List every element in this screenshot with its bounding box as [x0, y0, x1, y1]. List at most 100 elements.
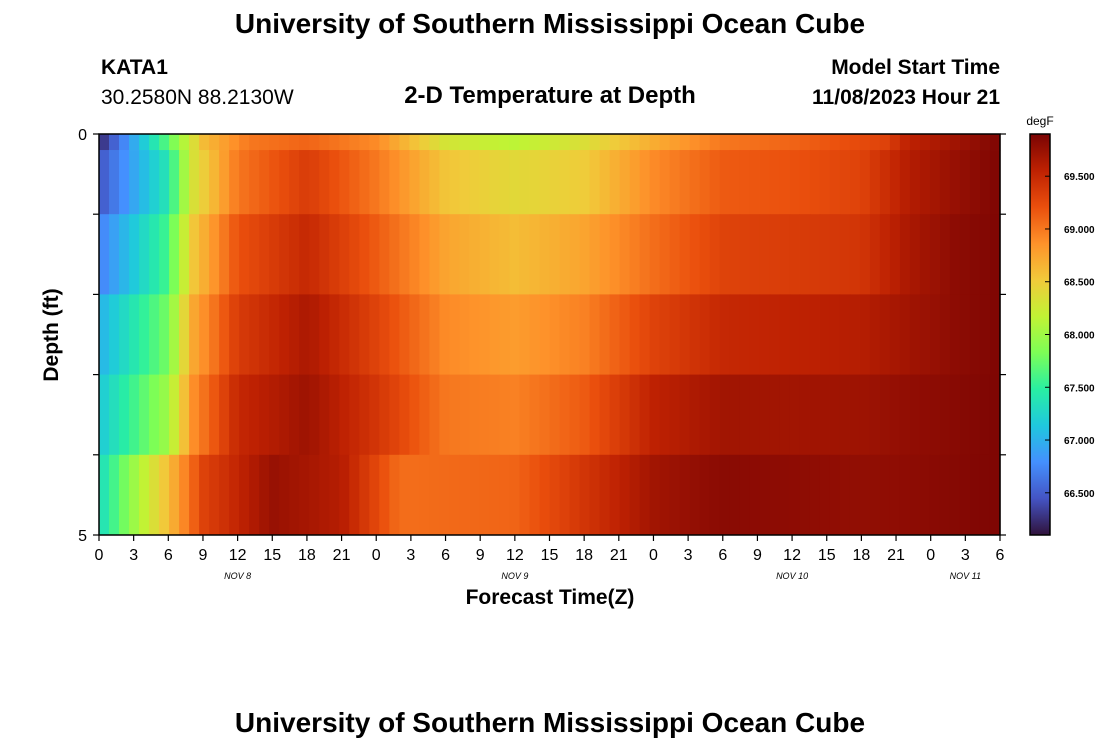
heatmap-cell — [729, 294, 741, 375]
heatmap-cell — [149, 134, 160, 151]
heatmap-cell — [319, 134, 330, 151]
heatmap-cell — [979, 454, 991, 536]
heatmap-cell — [219, 374, 230, 456]
heatmap-cell — [499, 214, 511, 295]
x-tick-label: 12 — [506, 547, 524, 564]
heatmap-cell — [609, 374, 621, 456]
heatmap-cell — [359, 150, 370, 215]
heatmap-cell — [229, 150, 240, 215]
heatmap-cell — [359, 374, 370, 456]
heatmap-cell — [769, 294, 781, 375]
heatmap-cell — [529, 214, 541, 295]
heatmap-cell — [469, 214, 481, 295]
x-tick-label: 6 — [164, 547, 173, 564]
heatmap-cell — [369, 214, 380, 295]
heatmap-cell — [229, 214, 240, 295]
heatmap-cell — [319, 214, 330, 295]
x-tick-label: 15 — [263, 547, 281, 564]
heatmap-cell — [239, 294, 250, 375]
heatmap-cell — [709, 374, 721, 456]
heatmap-cell — [479, 294, 491, 375]
heatmap-cell — [629, 294, 641, 375]
heatmap-cell — [679, 294, 691, 375]
heatmap-cell — [119, 214, 130, 295]
heatmap-cell — [369, 150, 380, 215]
heatmap-cell — [739, 214, 751, 295]
heatmap-cell — [339, 214, 350, 295]
heatmap-cell — [199, 150, 210, 215]
heatmap-cell — [979, 150, 991, 215]
heatmap-cell — [319, 294, 330, 375]
heatmap-cell — [879, 214, 891, 295]
heatmap-cell — [889, 150, 901, 215]
heatmap-cell — [569, 454, 581, 536]
heatmap-cell — [649, 374, 661, 456]
heatmap-cell — [619, 374, 631, 456]
heatmap-cell — [909, 374, 921, 456]
heatmap-cell — [739, 134, 751, 151]
heatmap-cell — [799, 294, 811, 375]
heatmap-cell — [409, 454, 420, 536]
heatmap-cell — [749, 134, 761, 151]
heatmap-cell — [589, 214, 601, 295]
heatmap-cell — [299, 374, 310, 456]
heatmap-cell — [179, 294, 190, 375]
heatmap-cell — [959, 134, 971, 151]
heatmap-cell — [809, 150, 821, 215]
heatmap-cell — [569, 150, 581, 215]
heatmap-cell — [709, 150, 721, 215]
heatmap-cell — [399, 134, 410, 151]
heatmap-cell — [299, 454, 310, 536]
heatmap-cell — [559, 134, 571, 151]
heatmap-cell — [249, 454, 260, 536]
colorbar-tick-label: 66.500 — [1064, 489, 1095, 500]
heatmap-cell — [129, 214, 140, 295]
heatmap-cell — [569, 294, 581, 375]
heatmap-cell — [739, 374, 751, 456]
heatmap-cell — [879, 150, 891, 215]
heatmap-cell — [339, 374, 350, 456]
heatmap-cell — [509, 374, 521, 456]
heatmap-cell — [819, 150, 831, 215]
heatmap-cell — [119, 294, 130, 375]
heatmap-cell — [739, 454, 751, 536]
heatmap-cell — [109, 134, 120, 151]
heatmap-cell — [789, 214, 801, 295]
x-tick-label: 18 — [298, 547, 316, 564]
heatmap-cell — [369, 134, 380, 151]
heatmap-cell — [939, 454, 951, 536]
heatmap-cell — [149, 214, 160, 295]
heatmap-cell — [969, 454, 981, 536]
heatmap-cell — [979, 294, 991, 375]
heatmap-cell — [759, 294, 771, 375]
heatmap-cell — [619, 134, 631, 151]
heatmap-cell — [179, 214, 190, 295]
heatmap-cell — [329, 454, 340, 536]
heatmap-cell — [859, 134, 871, 151]
heatmap-cell — [349, 454, 360, 536]
heatmap-cell — [529, 150, 541, 215]
heatmap-cell — [389, 214, 400, 295]
heatmap-cell — [299, 294, 310, 375]
heatmap-cell — [749, 150, 761, 215]
heatmap-cell — [879, 134, 891, 151]
heatmap-cell — [699, 134, 711, 151]
heatmap-cell — [269, 374, 280, 456]
heatmap-cell — [399, 374, 410, 456]
x-tick-label: 9 — [199, 547, 208, 564]
heatmap-cell — [559, 150, 571, 215]
x-axis-label: Forecast Time(Z) — [466, 586, 635, 609]
heatmap-cell — [719, 134, 731, 151]
heatmap-cell — [429, 294, 440, 375]
heatmap-cell — [639, 374, 651, 456]
heatmap-cell — [869, 214, 881, 295]
colorbar-unit-label: degF — [1026, 114, 1053, 128]
heatmap-cell — [479, 454, 491, 536]
heatmap-cell — [839, 454, 851, 536]
heatmap-cell — [579, 150, 591, 215]
heatmap-cell — [449, 134, 460, 151]
heatmap-cell — [369, 374, 380, 456]
heatmap-cell — [379, 294, 390, 375]
x-tick-label: 3 — [961, 547, 970, 564]
heatmap-cell — [269, 214, 280, 295]
